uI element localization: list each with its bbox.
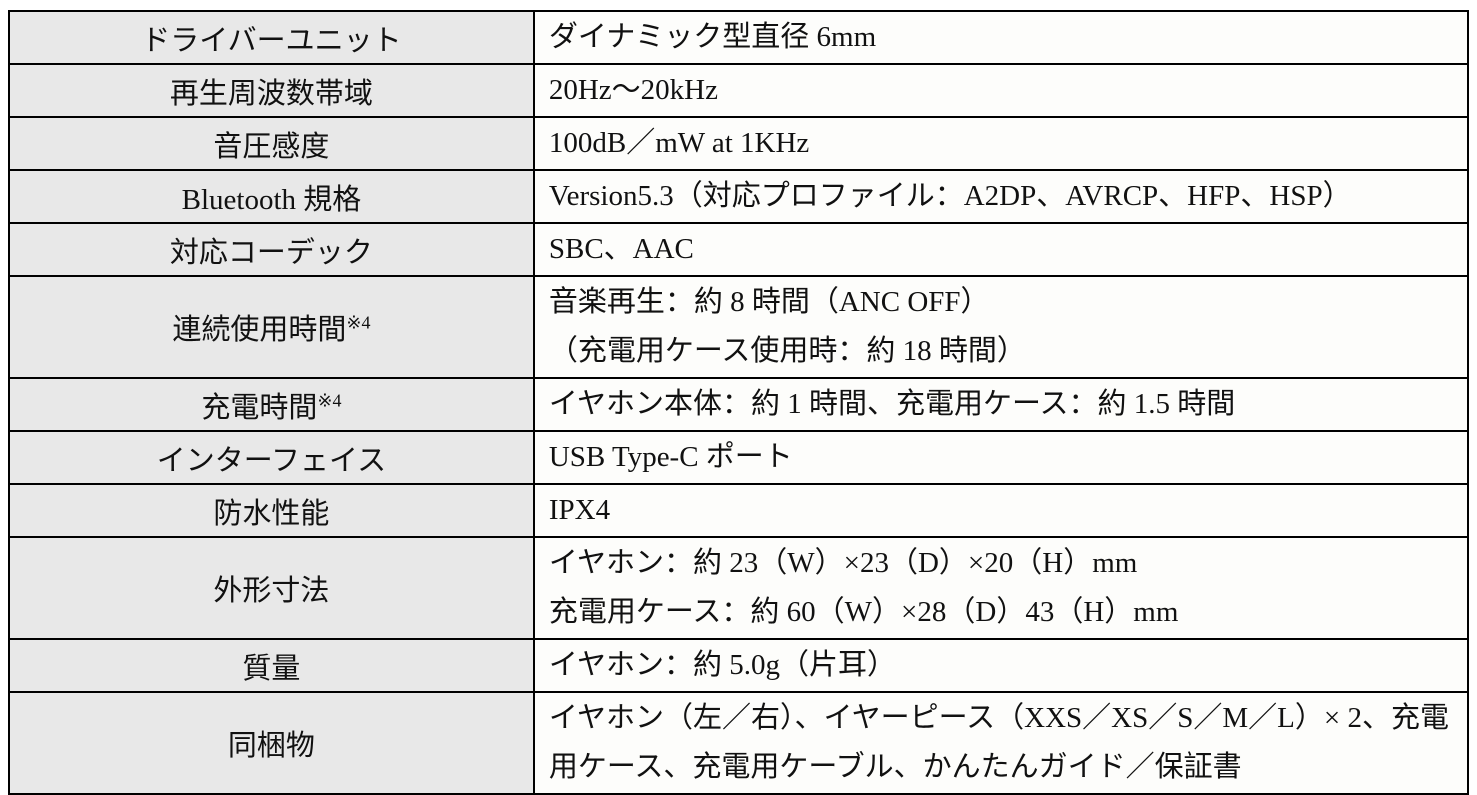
spec-label: Bluetooth 規格 (8, 169, 535, 224)
spec-value-line: 充電用ケース：約 60（W）×28（D）43（H）mm (548, 596, 1179, 628)
spec-label: 対応コーデック (8, 222, 535, 277)
footnote-marker: ※4 (317, 389, 342, 410)
spec-value-line: 20Hz～20kHz (548, 74, 718, 106)
spec-sheet-page: ドライバーユニット ダイナミック型直径 6mm 再生周波数帯域 20Hz～20k… (8, 10, 1470, 795)
spec-value: 20Hz～20kHz (532, 63, 1470, 118)
table-row: 対応コーデック SBC、AAC (8, 222, 1470, 277)
spec-label-text: Bluetooth 規格 (181, 183, 362, 216)
table-row: 質量 イヤホン：約 5.0g（片耳） (8, 638, 1470, 693)
spec-label: ドライバーユニット (8, 10, 535, 65)
spec-value: SBC、AAC (532, 222, 1470, 277)
table-row: ドライバーユニット ダイナミック型直径 6mm (8, 10, 1470, 65)
table-row: インターフェイス USB Type-C ポート (8, 430, 1470, 485)
spec-value: Version5.3（対応プロファイル：A2DP、AVRCP、HFP、HSP） (532, 169, 1470, 224)
spec-label: 防水性能 (8, 483, 535, 538)
spec-label-text: ドライバーユニット (141, 24, 402, 57)
spec-value-line: IPX4 (548, 494, 611, 526)
spec-value: ダイナミック型直径 6mm (532, 10, 1470, 65)
table-row: 再生周波数帯域 20Hz～20kHz (8, 63, 1470, 118)
spec-table: ドライバーユニット ダイナミック型直径 6mm 再生周波数帯域 20Hz～20k… (8, 10, 1470, 795)
spec-value-line: イヤホン：約 5.0g（片耳） (548, 649, 896, 681)
spec-label-text: インターフェイス (156, 444, 387, 477)
spec-value-line: イヤホン（左／右）、イヤーピース（XXS／XS／S／M／L）× 2、充電用ケース… (548, 702, 1449, 783)
spec-value: イヤホン本体：約 1 時間、充電用ケース：約 1.5 時間 (532, 377, 1470, 432)
spec-label: 同梱物 (8, 691, 535, 795)
spec-label-text: 充電時間 (201, 391, 318, 424)
spec-label-text: 再生周波数帯域 (169, 77, 373, 110)
spec-label-text: 防水性能 (213, 497, 330, 530)
spec-value-line: 音楽再生：約 8 時間（ANC OFF） (548, 286, 990, 318)
spec-value: 音楽再生：約 8 時間（ANC OFF） （充電用ケース使用時：約 18 時間） (532, 275, 1470, 379)
spec-value: イヤホン：約 5.0g（片耳） (532, 638, 1470, 693)
spec-value-line: USB Type-C ポート (548, 441, 793, 473)
spec-value-line: ダイナミック型直径 6mm (548, 21, 877, 53)
spec-value: イヤホン：約 23（W）×23（D）×20（H）mm 充電用ケース：約 60（W… (532, 536, 1470, 640)
spec-label: インターフェイス (8, 430, 535, 485)
spec-value-line: イヤホン：約 23（W）×23（D）×20（H）mm (548, 547, 1138, 579)
spec-label: 外形寸法 (8, 536, 535, 640)
spec-label: 質量 (8, 638, 535, 693)
spec-label-text: 音圧感度 (213, 130, 330, 163)
table-row: 同梱物 イヤホン（左／右）、イヤーピース（XXS／XS／S／M／L）× 2、充電… (8, 691, 1470, 795)
spec-value-line: Version5.3（対応プロファイル：A2DP、AVRCP、HFP、HSP） (548, 180, 1352, 212)
spec-label-text: 外形寸法 (213, 575, 330, 607)
spec-value: イヤホン（左／右）、イヤーピース（XXS／XS／S／M／L）× 2、充電用ケース… (532, 691, 1470, 795)
spec-value: IPX4 (532, 483, 1470, 538)
spec-label-text: 連続使用時間 (172, 314, 347, 346)
table-row: 連続使用時間※4 音楽再生：約 8 時間（ANC OFF） （充電用ケース使用時… (8, 275, 1470, 379)
table-row: Bluetooth 規格 Version5.3（対応プロファイル：A2DP、AV… (8, 169, 1470, 224)
spec-label: 連続使用時間※4 (8, 275, 535, 379)
table-row: 充電時間※4 イヤホン本体：約 1 時間、充電用ケース：約 1.5 時間 (8, 377, 1470, 432)
spec-label: 再生周波数帯域 (8, 63, 535, 118)
spec-label: 音圧感度 (8, 116, 535, 171)
spec-value: 100dB／mW at 1KHz (532, 116, 1470, 171)
spec-label: 充電時間※4 (8, 377, 535, 432)
spec-value: USB Type-C ポート (532, 430, 1470, 485)
table-row: 音圧感度 100dB／mW at 1KHz (8, 116, 1470, 171)
spec-label-text: 同梱物 (227, 730, 315, 762)
spec-value-line: SBC、AAC (548, 233, 694, 265)
spec-label-text: 対応コーデック (169, 236, 373, 269)
spec-value-line: 100dB／mW at 1KHz (548, 127, 810, 159)
table-row: 外形寸法 イヤホン：約 23（W）×23（D）×20（H）mm 充電用ケース：約… (8, 536, 1470, 640)
footnote-marker: ※4 (346, 312, 371, 333)
table-row: 防水性能 IPX4 (8, 483, 1470, 538)
spec-label-text: 質量 (242, 652, 301, 685)
spec-value-line: （充電用ケース使用時：約 18 時間） (548, 335, 1026, 367)
spec-value-line: イヤホン本体：約 1 時間、充電用ケース：約 1.5 時間 (548, 388, 1236, 420)
